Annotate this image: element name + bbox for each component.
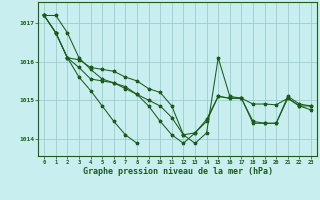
X-axis label: Graphe pression niveau de la mer (hPa): Graphe pression niveau de la mer (hPa) — [83, 167, 273, 176]
